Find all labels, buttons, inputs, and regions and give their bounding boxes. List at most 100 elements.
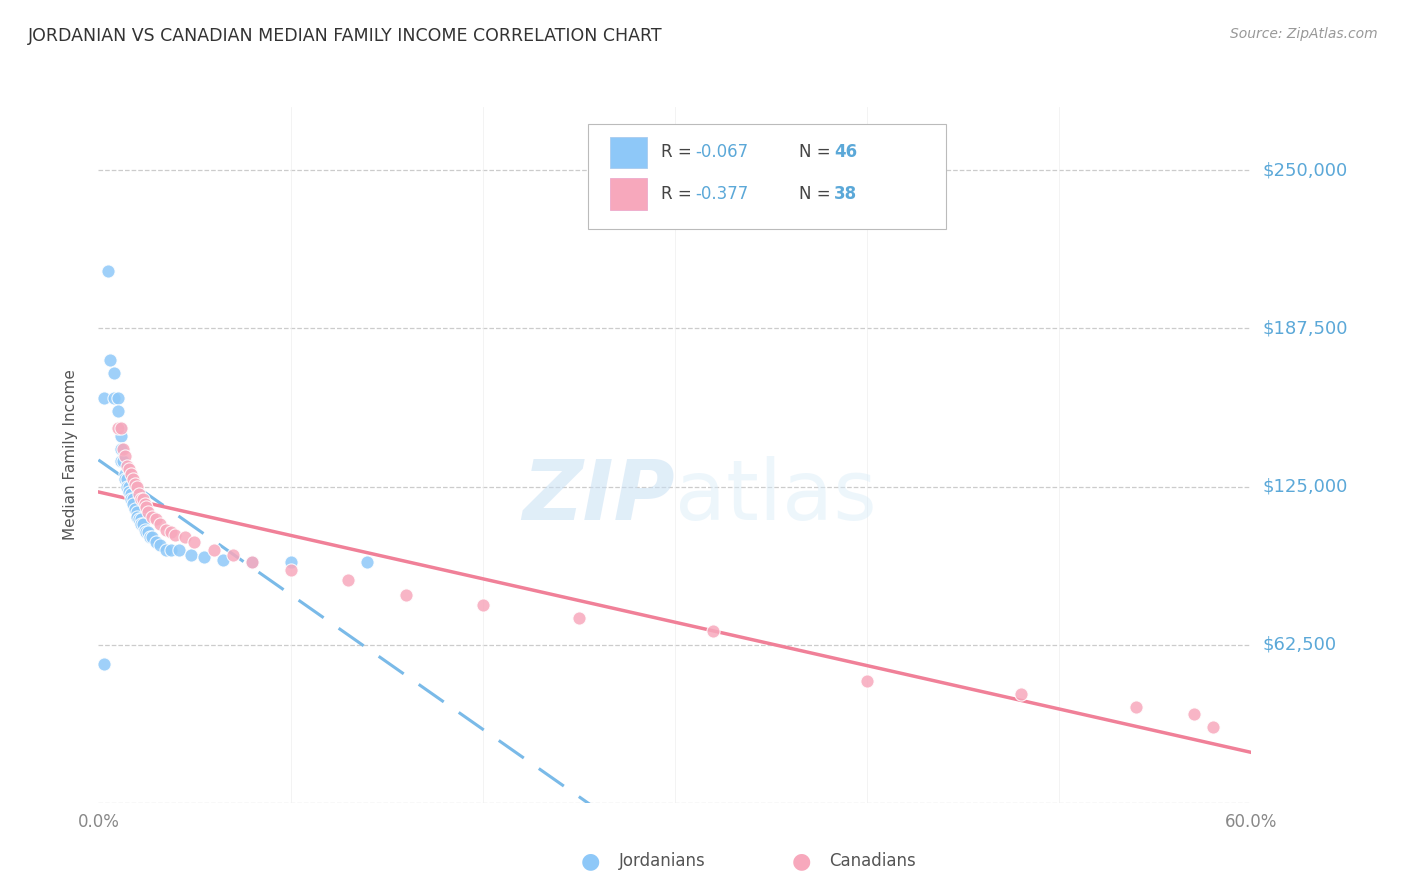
Point bbox=[134, 523, 156, 537]
Point bbox=[103, 391, 125, 405]
Point bbox=[129, 512, 152, 526]
Point bbox=[107, 403, 129, 417]
Point bbox=[125, 509, 148, 524]
Point bbox=[112, 442, 135, 456]
Point bbox=[93, 657, 115, 671]
Text: Jordanians: Jordanians bbox=[619, 852, 706, 870]
Point bbox=[128, 487, 150, 501]
Point bbox=[110, 442, 132, 456]
Point bbox=[1182, 707, 1205, 722]
Point bbox=[702, 624, 724, 638]
Bar bbox=[610, 178, 647, 210]
Point bbox=[107, 421, 129, 435]
Point bbox=[856, 674, 879, 689]
Point bbox=[149, 517, 172, 532]
Point bbox=[212, 553, 235, 567]
Point bbox=[356, 556, 378, 570]
Point bbox=[129, 492, 152, 507]
Point bbox=[114, 467, 136, 481]
Point bbox=[135, 525, 157, 540]
Point bbox=[131, 492, 153, 507]
Point bbox=[180, 548, 202, 562]
Text: $187,500: $187,500 bbox=[1263, 319, 1348, 337]
Y-axis label: Median Family Income: Median Family Income bbox=[63, 369, 77, 541]
Point bbox=[141, 530, 163, 544]
Point bbox=[145, 512, 167, 526]
Point bbox=[280, 563, 302, 577]
Point bbox=[138, 505, 160, 519]
Point bbox=[160, 542, 183, 557]
Point bbox=[125, 505, 148, 519]
Text: ●: ● bbox=[581, 851, 600, 871]
Point bbox=[118, 462, 141, 476]
Point bbox=[114, 472, 136, 486]
Point bbox=[160, 525, 183, 540]
Point bbox=[135, 500, 157, 514]
Point bbox=[222, 548, 245, 562]
Point bbox=[155, 542, 177, 557]
Point bbox=[110, 429, 132, 443]
Text: $250,000: $250,000 bbox=[1263, 161, 1348, 179]
Point bbox=[129, 517, 152, 532]
Point bbox=[108, 421, 131, 435]
Point bbox=[117, 472, 138, 486]
Point bbox=[110, 454, 132, 468]
Point bbox=[1202, 720, 1225, 734]
Point bbox=[124, 502, 146, 516]
Text: ZIP: ZIP bbox=[522, 456, 675, 537]
Text: R =: R = bbox=[661, 185, 697, 203]
Point bbox=[1125, 699, 1147, 714]
Point bbox=[103, 366, 125, 380]
Text: Source: ZipAtlas.com: Source: ZipAtlas.com bbox=[1230, 27, 1378, 41]
Point bbox=[395, 588, 418, 602]
Point bbox=[167, 542, 190, 557]
Point bbox=[174, 530, 197, 544]
Point bbox=[114, 449, 136, 463]
Text: atlas: atlas bbox=[675, 456, 876, 537]
Text: ●: ● bbox=[792, 851, 811, 871]
Text: R =: R = bbox=[661, 144, 697, 161]
Point bbox=[131, 517, 153, 532]
Point bbox=[122, 497, 145, 511]
Text: 38: 38 bbox=[834, 185, 858, 203]
Point bbox=[120, 487, 142, 501]
Point bbox=[1010, 687, 1032, 701]
Text: JORDANIAN VS CANADIAN MEDIAN FAMILY INCOME CORRELATION CHART: JORDANIAN VS CANADIAN MEDIAN FAMILY INCO… bbox=[28, 27, 662, 45]
Point bbox=[120, 492, 142, 507]
Text: $125,000: $125,000 bbox=[1263, 477, 1348, 496]
Point bbox=[117, 459, 138, 474]
Point bbox=[118, 479, 141, 493]
Point bbox=[117, 479, 138, 493]
Point bbox=[112, 454, 135, 468]
Text: N =: N = bbox=[800, 185, 837, 203]
Point bbox=[240, 556, 263, 570]
Point bbox=[240, 556, 263, 570]
Point bbox=[202, 542, 225, 557]
Point bbox=[149, 538, 172, 552]
Point bbox=[118, 484, 141, 499]
Text: $62,500: $62,500 bbox=[1263, 636, 1337, 654]
Point bbox=[280, 556, 302, 570]
Point bbox=[139, 530, 162, 544]
FancyBboxPatch shape bbox=[588, 124, 946, 229]
Point bbox=[138, 525, 160, 540]
Point bbox=[337, 573, 360, 587]
Text: -0.067: -0.067 bbox=[696, 144, 749, 161]
Point bbox=[165, 527, 187, 541]
Bar bbox=[610, 136, 647, 168]
Point bbox=[141, 509, 163, 524]
Text: N =: N = bbox=[800, 144, 837, 161]
Point bbox=[155, 523, 177, 537]
Text: Canadians: Canadians bbox=[830, 852, 917, 870]
Text: 46: 46 bbox=[834, 144, 858, 161]
Point bbox=[93, 391, 115, 405]
Point bbox=[122, 492, 145, 507]
Point bbox=[125, 479, 148, 493]
Point bbox=[97, 264, 120, 278]
Point bbox=[193, 550, 215, 565]
Point bbox=[98, 353, 121, 368]
Point bbox=[183, 535, 205, 549]
Point bbox=[124, 477, 146, 491]
Point bbox=[145, 535, 167, 549]
Point bbox=[471, 599, 494, 613]
